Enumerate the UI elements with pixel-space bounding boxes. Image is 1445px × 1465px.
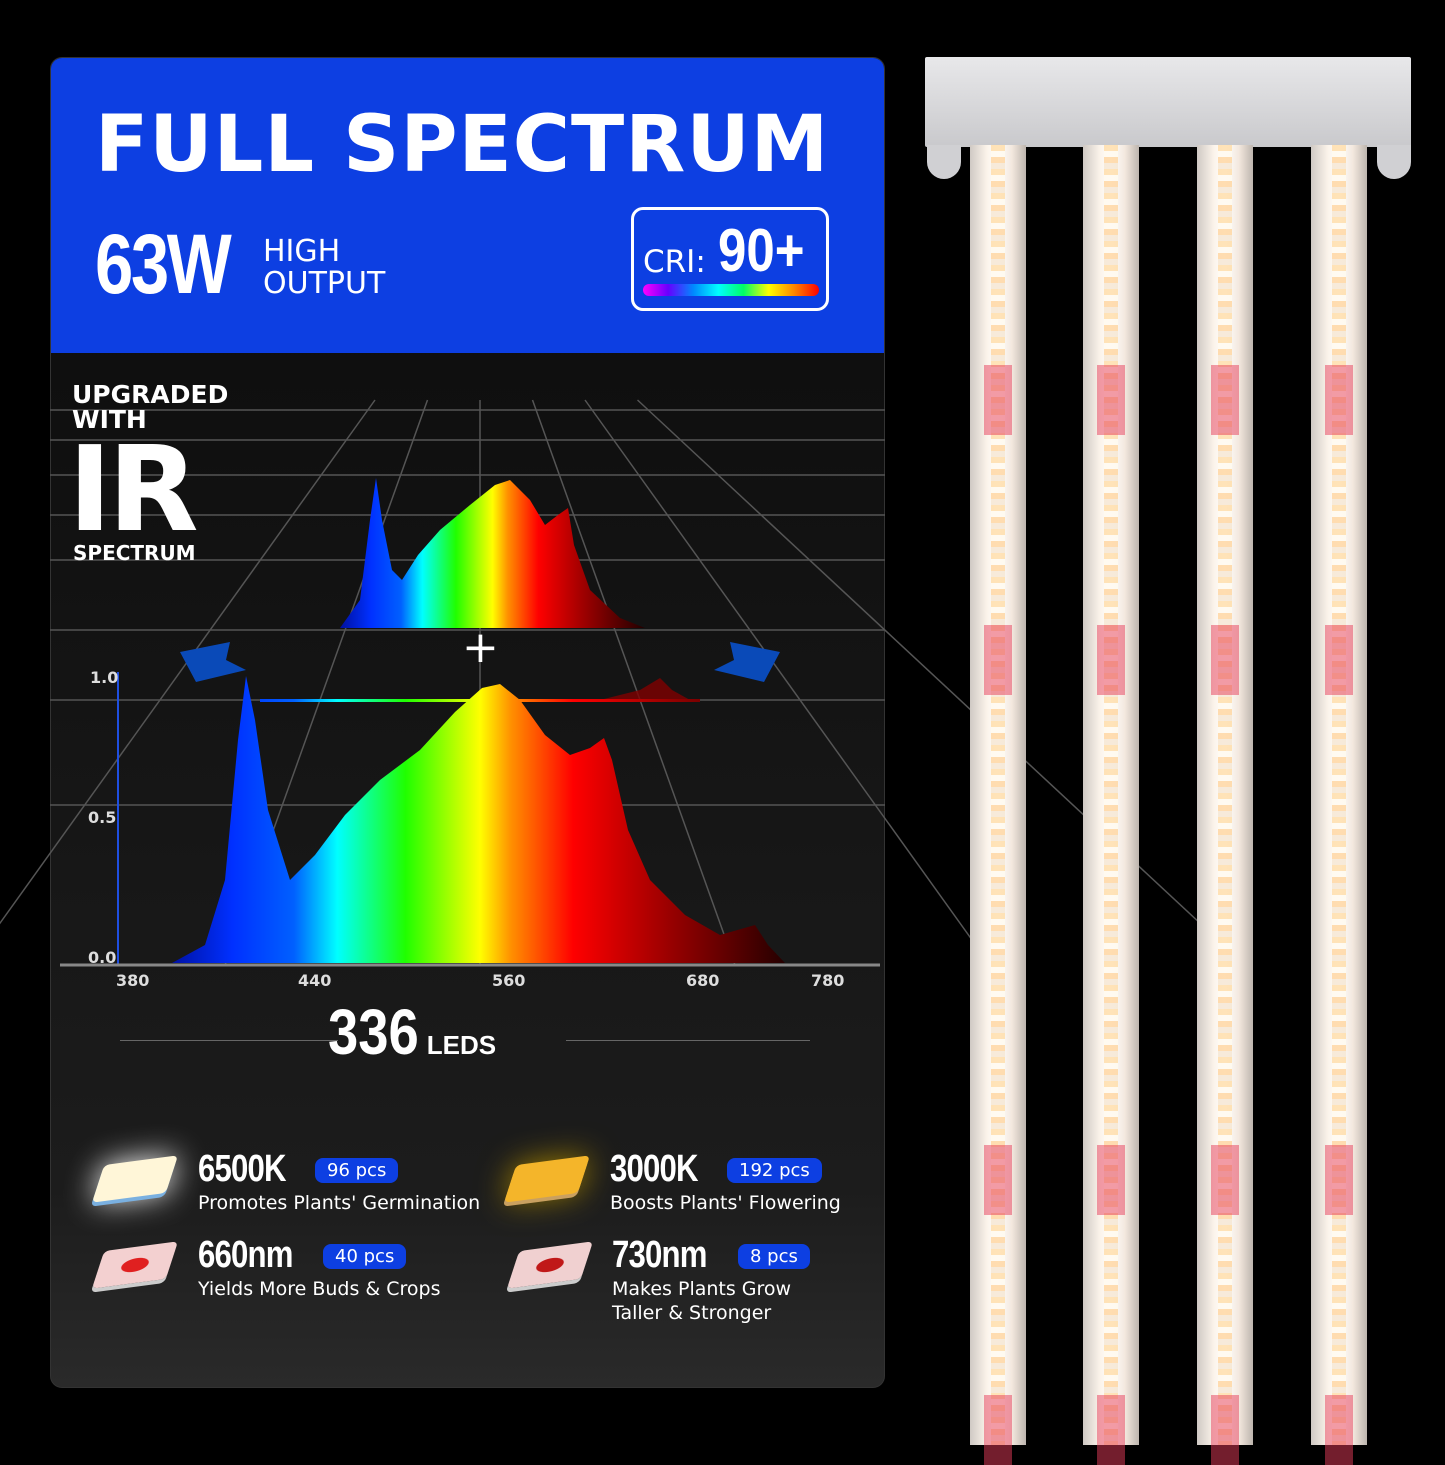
led-item-660nm: 660nm 40 pcs Yields More Buds & Crops (198, 1234, 498, 1301)
led-count-number: 336 (328, 996, 419, 1068)
red-led-segment (1211, 1145, 1239, 1215)
x-tick: 440 (298, 971, 332, 990)
spectrum-curve-main (172, 676, 785, 963)
led-desc: Promotes Plants' Germination (198, 1192, 481, 1214)
grid-line (531, 399, 736, 966)
output-line2: OUTPUT (263, 266, 386, 301)
red-led-segment (1211, 1395, 1239, 1465)
high-output-label: HIGH OUTPUT (263, 236, 385, 300)
led-count: 336 LEDS (320, 995, 496, 1069)
red-led-segment (984, 625, 1012, 695)
red-led-segment (984, 365, 1012, 435)
output-line1: HIGH (263, 234, 341, 269)
grid-line (0, 399, 376, 925)
led-desc: Boosts Plants' Flowering (610, 1192, 841, 1214)
x-tick: 560 (492, 971, 526, 990)
upgraded-line2: WITH (72, 405, 147, 434)
led-desc: Makes Plants Grow Taller & Stronger (612, 1278, 792, 1324)
spectrum-label: SPECTRUM (73, 541, 196, 565)
led-count-unit: LEDS (426, 1030, 497, 1060)
red-led-segment (1325, 625, 1353, 695)
wattage: 63W (95, 217, 232, 311)
light-fixture-bar (925, 57, 1411, 147)
red-led-segment (1097, 625, 1125, 695)
led-tube (970, 145, 1026, 1465)
upgraded-label: UPGRADED WITH (72, 382, 228, 432)
plus-sign: + (462, 622, 499, 673)
led-item-6500k: 6500K 96 pcs Promotes Plants' Germinatio… (198, 1148, 498, 1215)
red-led-segment (1097, 1145, 1125, 1215)
grid-line (636, 399, 1246, 966)
x-tick: 380 (116, 971, 150, 990)
divider-left (120, 1040, 338, 1041)
mounting-tab-left (927, 145, 961, 179)
rainbow-bar (643, 284, 819, 296)
led-tube (1311, 145, 1367, 1465)
led-name: 660nm (198, 1234, 293, 1276)
led-pcs-badge: 192 pcs (727, 1158, 822, 1183)
red-led-segment (1097, 1395, 1125, 1465)
led-name: 730nm (612, 1234, 707, 1276)
y-tick: 0.5 (88, 808, 117, 827)
led-pcs-badge: 96 pcs (315, 1158, 399, 1183)
arrow-down-right-icon (714, 642, 780, 682)
led-tube (1083, 145, 1139, 1465)
x-tick: 680 (686, 971, 720, 990)
arrow-down-left-icon (180, 642, 246, 682)
red-led-segment (1325, 1395, 1353, 1465)
ir-label: IR (68, 420, 199, 558)
red-led-segment (984, 1395, 1012, 1465)
led-name: 3000K (610, 1148, 699, 1190)
red-led-segment (984, 1145, 1012, 1215)
red-led-segment (1325, 1145, 1353, 1215)
ir-peak-curve (600, 678, 690, 700)
cri-label: CRI: (643, 244, 706, 280)
led-item-3000k: 3000K 192 pcs Boosts Plants' Flowering (610, 1148, 910, 1215)
perspective-grid (0, 399, 1246, 966)
divider-right (566, 1040, 810, 1041)
spec-panel: FULL SPECTRUM 63W HIGH OUTPUT CRI: 90+ (50, 57, 885, 1388)
led-item-730nm: 730nm 8 pcs Makes Plants Grow Taller & S… (612, 1234, 812, 1325)
y-tick: 1.0 (90, 668, 119, 687)
led-tube (1197, 145, 1253, 1465)
x-tick: 780 (811, 971, 845, 990)
y-tick: 0.0 (88, 948, 117, 967)
red-led-segment (1325, 365, 1353, 435)
led-pcs-badge: 40 pcs (323, 1244, 407, 1269)
red-led-segment (1211, 625, 1239, 695)
cri-value: 90+ (718, 217, 805, 284)
led-pcs-badge: 8 pcs (738, 1244, 810, 1269)
red-led-segment (1097, 365, 1125, 435)
cri-badge: CRI: 90+ (631, 207, 829, 311)
title: FULL SPECTRUM (95, 100, 830, 190)
grid-line (584, 399, 991, 966)
led-desc: Yields More Buds & Crops (198, 1278, 441, 1300)
upgraded-line1: UPGRADED (72, 380, 229, 409)
mounting-tab-right (1377, 145, 1411, 179)
red-led-segment (1211, 365, 1239, 435)
header-banner: FULL SPECTRUM 63W HIGH OUTPUT CRI: 90+ (51, 58, 884, 353)
spectrum-curve-small (340, 478, 645, 628)
led-name: 6500K (198, 1148, 287, 1190)
